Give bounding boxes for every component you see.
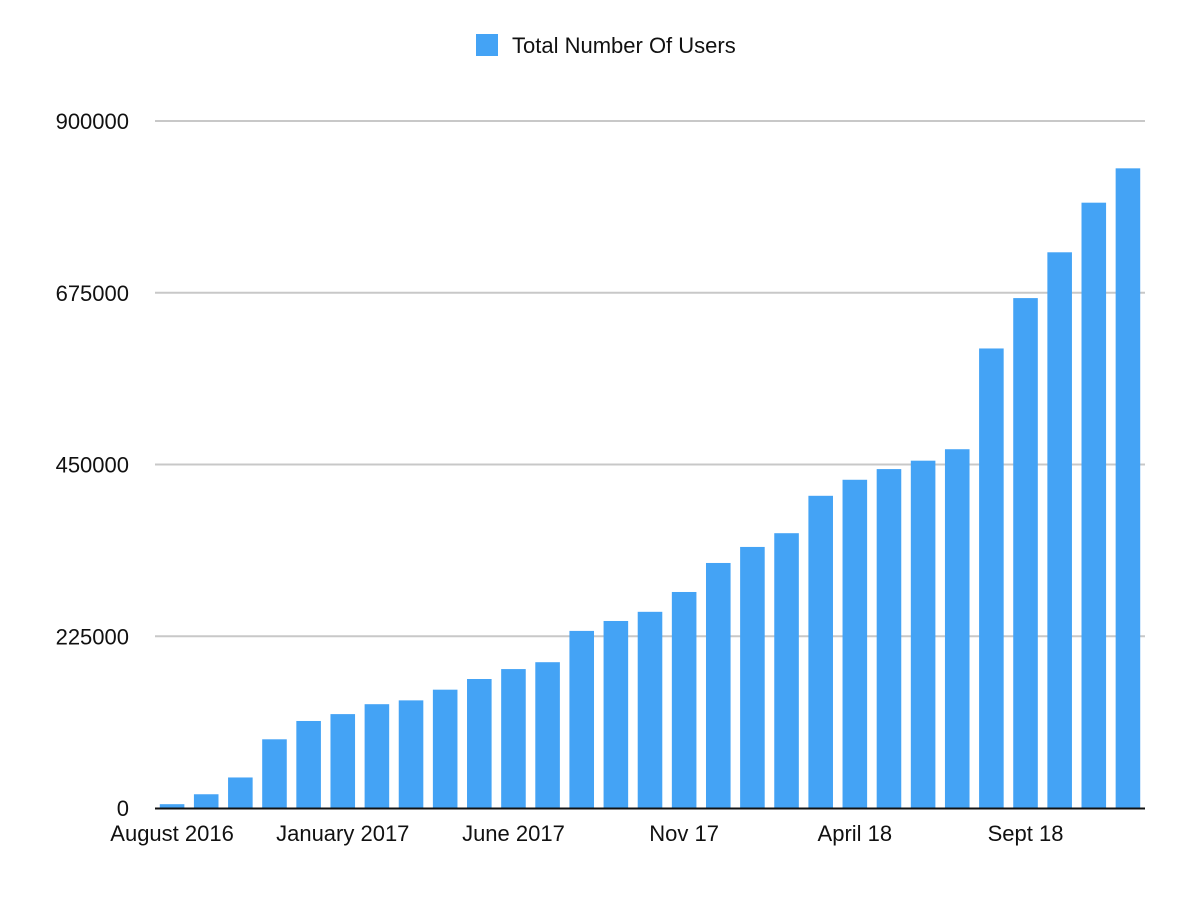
y-tick-label: 675000 xyxy=(56,281,129,306)
bar xyxy=(501,669,526,808)
bar xyxy=(842,479,868,808)
legend: Total Number Of Users xyxy=(476,33,736,58)
bar xyxy=(603,620,629,808)
bar xyxy=(432,689,458,808)
bars xyxy=(159,168,1141,809)
bar xyxy=(569,630,595,808)
bar xyxy=(193,794,219,808)
bar xyxy=(910,460,936,808)
x-tick-label: June 2017 xyxy=(462,821,565,846)
bar xyxy=(774,533,799,808)
x-tick-label: Sept 18 xyxy=(988,821,1064,846)
bar xyxy=(740,546,765,808)
bar xyxy=(1047,252,1072,809)
y-tick-label: 900000 xyxy=(56,109,129,134)
bar xyxy=(671,591,697,808)
legend-swatch xyxy=(476,34,498,56)
bar xyxy=(330,714,356,808)
bar xyxy=(1013,298,1038,808)
x-tick-label: August 2016 xyxy=(110,821,234,846)
bar xyxy=(535,662,560,808)
x-tick-label: Nov 17 xyxy=(649,821,719,846)
bar xyxy=(808,495,833,808)
y-tick-label: 450000 xyxy=(56,453,129,478)
bar xyxy=(637,611,663,808)
bar xyxy=(296,720,321,808)
y-tick-label: 225000 xyxy=(56,624,129,649)
bar xyxy=(944,449,970,808)
bar xyxy=(876,469,902,808)
bar xyxy=(979,348,1004,808)
x-tick-label: January 2017 xyxy=(276,821,409,846)
legend-label: Total Number Of Users xyxy=(512,33,736,58)
bar xyxy=(398,700,424,808)
bar xyxy=(1115,168,1141,808)
y-axis-tick-labels: 0 225000 450000 675000 900000 xyxy=(56,109,129,821)
bar xyxy=(364,704,390,808)
bar xyxy=(467,679,492,808)
y-tick-label: 0 xyxy=(117,796,129,821)
bar xyxy=(1081,202,1107,808)
bar xyxy=(705,562,731,808)
bar xyxy=(228,777,253,808)
x-tick-label: April 18 xyxy=(818,821,893,846)
bar xyxy=(159,804,185,808)
x-axis-tick-labels: August 2016 January 2017 June 2017 Nov 17 Ap… xyxy=(110,821,1063,846)
bar xyxy=(262,739,287,808)
